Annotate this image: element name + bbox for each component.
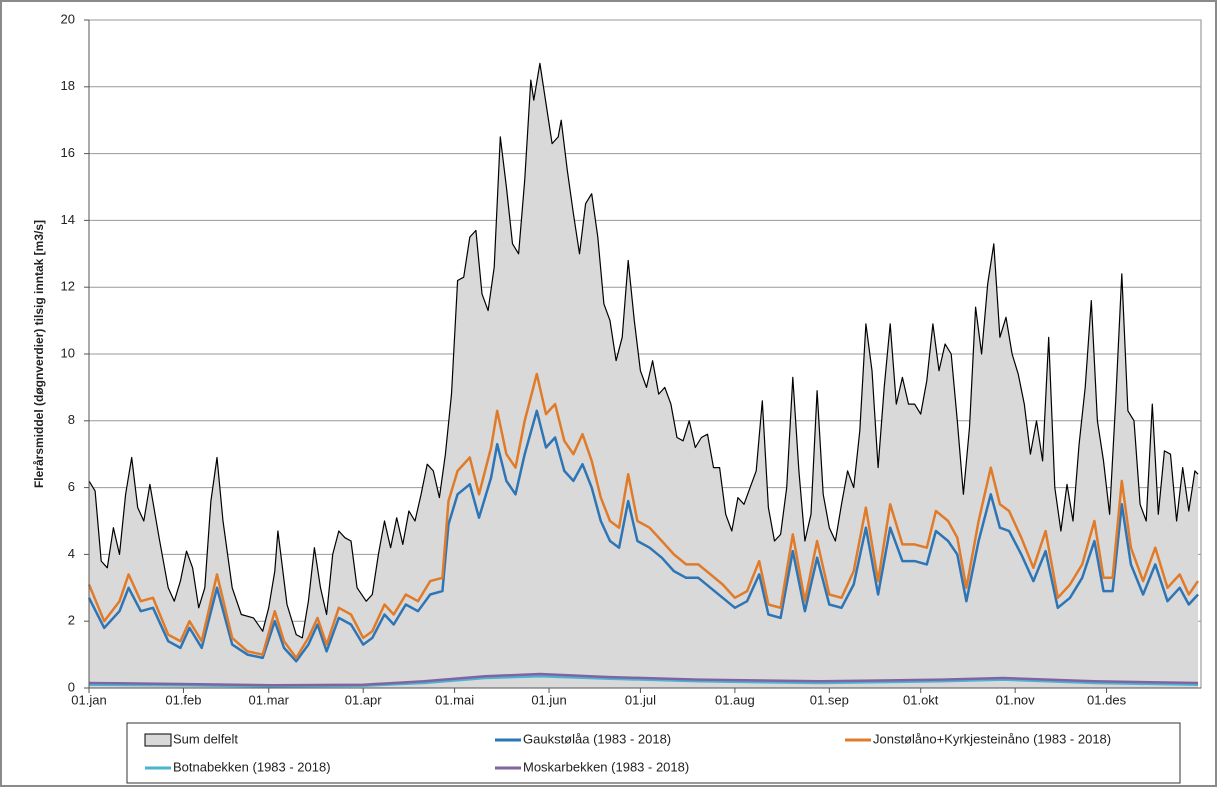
y-tick-label: 14 [61,212,75,227]
y-tick-label: 18 [61,78,75,93]
y-tick-label: 16 [61,145,75,160]
x-tick-label: 01.feb [165,692,201,707]
x-tick-label: 01.mai [435,692,474,707]
legend-label: Gaukstølåa (1983 - 2018) [523,731,671,746]
y-tick-label: 0 [68,679,75,694]
x-tick-label: 01.nov [996,692,1036,707]
line [88,62,1199,639]
x-tick-label: 01.jan [71,692,106,707]
legend-box [126,722,1181,784]
legend-label: Moskarbekken (1983 - 2018) [523,759,689,774]
y-tick-label: 4 [68,546,75,561]
line [87,409,1199,663]
line [87,372,1200,660]
x-tick-label: 01.jun [531,692,566,707]
x-tick-label: 01.sep [810,692,849,707]
x-tick-label: 01.okt [903,692,939,707]
y-tick-label: 2 [68,613,75,628]
area [89,63,1198,688]
y-tick-label: 20 [61,11,75,26]
y-tick-label: 10 [61,345,75,360]
x-tick-label: 01.mar [249,692,290,707]
legend-label: Jonstølåno+Kyrkjesteinåno (1983 - 2018) [873,731,1111,746]
x-tick-label: 01.des [1087,692,1127,707]
legend-label: Botnabekken (1983 - 2018) [173,759,331,774]
y-tick-label: 8 [68,412,75,427]
y-tick-label: 12 [61,279,75,294]
y-tick-label: 6 [68,479,75,494]
x-tick-label: 01.apr [345,692,383,707]
x-tick-label: 01.jul [625,692,656,707]
x-tick-label: 01.aug [715,692,755,707]
line [88,672,1199,687]
legend-label: Sum delfelt [173,731,238,746]
legend-swatch [144,733,172,747]
y-axis-label: Flerårsmiddel (døgnverdier) tilsig innta… [32,220,46,488]
